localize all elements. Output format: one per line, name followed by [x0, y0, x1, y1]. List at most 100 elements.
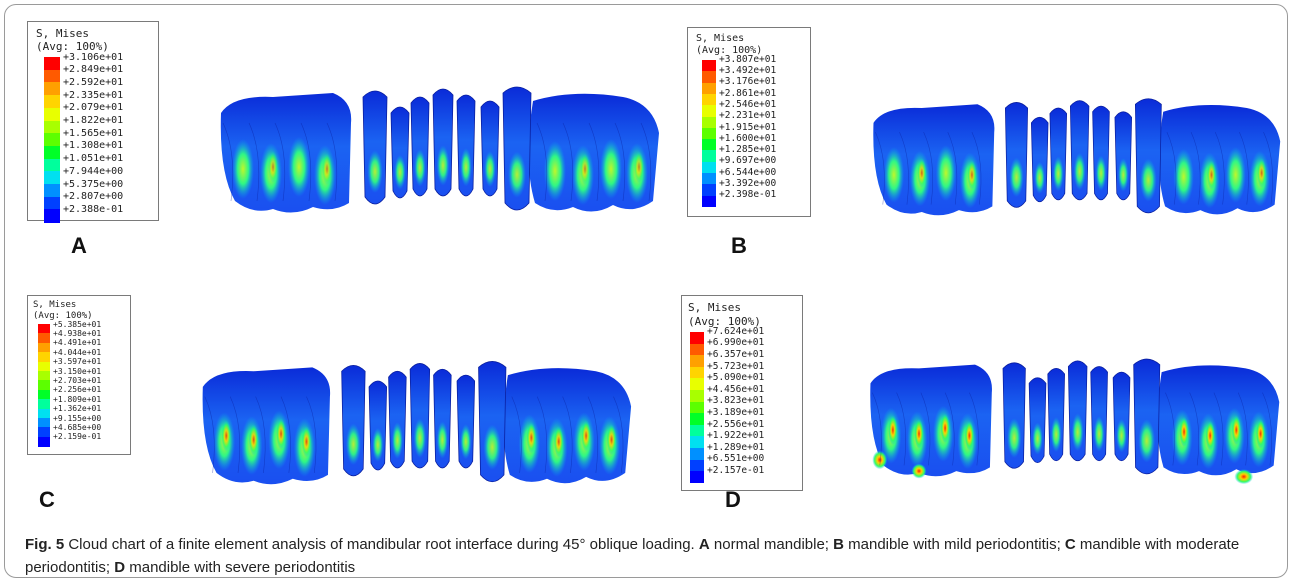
color-swatch [44, 209, 60, 223]
color-swatch [44, 57, 60, 71]
legend-value: +1.915e+01 [719, 121, 777, 133]
color-swatch [38, 389, 50, 400]
legend-value: +5.375e+00 [63, 178, 124, 190]
color-swatch [690, 366, 704, 379]
figure-number: Fig. 5 [25, 536, 65, 553]
caption-intro: Cloud chart of a finite element analysis… [68, 536, 695, 553]
color-swatch [38, 324, 50, 334]
legend-value: +2.556e+01 [707, 418, 765, 430]
color-swatch [690, 355, 704, 368]
caption-text-c: mandible with moderate periodontitis; [25, 536, 1240, 576]
legend-value: +9.155e+00 [53, 413, 102, 423]
legend-value: +2.256e+01 [53, 385, 102, 395]
color-swatch [38, 418, 50, 428]
color-swatch [38, 371, 50, 381]
legend-value: +3.597e+01 [53, 357, 102, 367]
color-swatch [702, 71, 716, 84]
legend-value: +2.335e+01 [63, 89, 124, 101]
legend-value: +2.231e+01 [719, 110, 777, 122]
stress-model-b [873, 98, 1281, 216]
legend-value: +1.308e+01 [63, 140, 124, 152]
legend-value: +2.703e+01 [53, 376, 102, 385]
color-swatch [44, 145, 60, 160]
legend-value: +1.822e+01 [63, 115, 124, 126]
legend-title: S, Mises [33, 300, 77, 310]
legend-value: +1.289e+01 [707, 441, 765, 453]
color-swatch [702, 82, 716, 95]
legend-avg: (Avg: 100%) [36, 40, 109, 53]
tooth-group [870, 358, 1280, 485]
caption-text-b: mandible with mild periodontitis; [843, 536, 1065, 553]
color-swatch [690, 448, 704, 461]
color-swatch [38, 436, 50, 447]
legend-value: +4.456e+01 [707, 383, 765, 395]
caption-key-b: B [833, 536, 844, 553]
legend-value: +6.544e+00 [719, 166, 777, 178]
figure-frame: S, Mises (Avg: 100%) +3.106e+01 +2.849e+0… [4, 4, 1288, 578]
legend-value: +2.592e+01 [63, 76, 124, 88]
legend-title: S, Mises [36, 27, 89, 40]
legend-value: +6.551e+00 [707, 453, 765, 465]
panel-label-d: D [725, 487, 741, 512]
tooth-group [220, 86, 659, 213]
caption-text-d: mandible with severe periodontitis [125, 559, 356, 576]
color-swatch [702, 139, 716, 151]
color-swatch [44, 107, 60, 121]
legend-value: +1.051e+01 [63, 153, 124, 165]
color-swatch [44, 133, 60, 147]
stress-model-d [870, 358, 1280, 485]
legend-value: +2.388e-01 [63, 203, 124, 215]
legend-value: +1.600e+01 [719, 132, 777, 144]
legend-value: +3.492e+01 [719, 65, 777, 77]
legend-value: +1.809e+01 [53, 394, 102, 404]
panel-label-a: A [71, 233, 87, 258]
color-swatch [38, 342, 50, 353]
color-swatch [38, 380, 50, 391]
color-swatch [44, 82, 60, 96]
color-swatch [690, 378, 704, 391]
color-swatch [690, 436, 704, 449]
legend-value: +4.685e+00 [53, 423, 102, 432]
color-swatch [690, 401, 704, 414]
legend-value: +4.491e+01 [53, 338, 102, 348]
legend-value: +7.944e+00 [63, 165, 124, 177]
legend-avg: (Avg: 100%) [696, 45, 763, 56]
legend-value: +1.362e+01 [53, 404, 102, 414]
legend-title: S, Mises [688, 301, 741, 314]
color-swatch [702, 60, 716, 72]
caption-key-d: D [114, 559, 126, 576]
legend-value: +2.079e+01 [63, 102, 124, 114]
legend-value: +4.044e+01 [53, 347, 102, 357]
color-swatch [44, 120, 60, 134]
color-swatch [690, 343, 704, 356]
legend-value: +2.849e+01 [63, 64, 124, 76]
legend-value: +2.861e+01 [719, 87, 777, 99]
legend-value: +2.807e+00 [63, 191, 124, 203]
legend-value: +3.150e+01 [53, 366, 102, 376]
legend-value: +1.922e+01 [707, 430, 765, 442]
color-swatch [38, 333, 50, 344]
color-swatch [38, 361, 50, 372]
color-swatch [702, 93, 716, 106]
legend-value: +2.398e-01 [719, 189, 777, 201]
color-swatch [702, 105, 716, 117]
caption-key-c: C [1064, 536, 1076, 553]
stress-model-a [220, 86, 659, 213]
stress-model-c [202, 361, 632, 485]
caption-text-a: normal mandible; [709, 536, 834, 553]
legend-panel-b: S, Mises (Avg: 100%) +3.807e+01 +3.492e+0… [687, 27, 811, 217]
color-swatch [702, 116, 716, 129]
legend-value: +7.624e+01 [707, 325, 765, 337]
legend-value: +2.157e-01 [707, 464, 765, 476]
color-swatch [38, 408, 50, 419]
color-swatch [702, 173, 716, 185]
caption-key-a: A [698, 536, 710, 553]
legend-value: +1.565e+01 [63, 127, 124, 139]
color-swatch [44, 69, 60, 83]
legend-value: +5.090e+01 [707, 372, 765, 384]
legend-value: +6.990e+01 [707, 337, 765, 349]
legend-value: +6.357e+01 [707, 348, 765, 360]
legend-value: +5.385e+01 [53, 319, 102, 329]
legend-value: +9.697e+00 [719, 155, 777, 167]
legend-value: +5.723e+01 [707, 360, 765, 372]
